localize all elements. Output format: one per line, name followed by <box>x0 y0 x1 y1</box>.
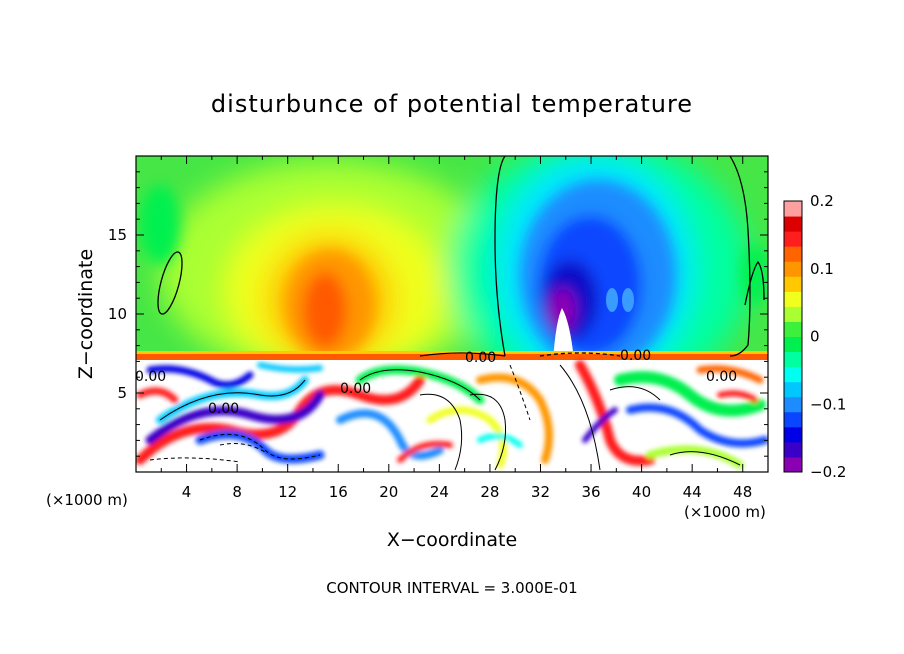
x-tick-label: 12 <box>278 483 297 501</box>
colorbar: 0.2 0.1 0 −0.1 −0.2 <box>783 192 846 481</box>
colorbar-swatch <box>784 396 802 413</box>
x-tick-label: 48 <box>733 483 752 501</box>
x-tick-label: 40 <box>632 483 651 501</box>
colorbar-swatch <box>784 321 802 337</box>
x-tick-label: 24 <box>430 483 449 501</box>
colorbar-swatch <box>784 261 802 277</box>
contour-label: 0.00 <box>620 348 651 364</box>
x-tick-label: 16 <box>329 483 348 501</box>
colorbar-swatch <box>784 411 802 428</box>
upper-layer-field <box>136 156 768 400</box>
x-tick-label: 8 <box>232 483 242 501</box>
x-tick-label: 28 <box>480 483 499 501</box>
y-tick-label: 10 <box>108 305 127 323</box>
plot-area: 0.00 0.00 0.00 0.00 0.00 0.00 <box>135 156 768 472</box>
contour-lines <box>157 156 765 357</box>
colorbar-tick-label: −0.2 <box>810 463 846 481</box>
colorbar-swatch <box>784 306 802 322</box>
lower-layer-field <box>136 360 768 472</box>
contour-interval-note: CONTOUR INTERVAL = 3.000E-01 <box>326 579 577 597</box>
colorbar-swatch <box>784 231 802 247</box>
colorbar-swatch <box>784 246 802 262</box>
y-axis: 5 10 15 <box>108 171 768 457</box>
x-tick-label: 44 <box>683 483 702 501</box>
contour-label: 0.00 <box>465 350 496 366</box>
colorbar-frame <box>783 200 803 473</box>
x-tick-label: 36 <box>581 483 600 501</box>
colorbar-swatch <box>784 351 802 368</box>
colorbar-swatch <box>784 366 802 383</box>
x-unit-right: (×1000 m) <box>684 503 766 521</box>
colorbar-swatch <box>784 456 802 473</box>
x-axis-label: X−coordinate <box>387 529 517 551</box>
colorbar-swatch <box>784 426 802 443</box>
y-axis-label: Z−coordinate <box>75 249 97 379</box>
contour-label: 0.00 <box>706 369 737 385</box>
contour-label: 0.00 <box>340 381 371 397</box>
contour-labels: 0.00 0.00 0.00 0.00 0.00 0.00 <box>135 348 737 417</box>
x-tick-label: 4 <box>182 483 192 501</box>
colorbar-swatch <box>784 201 802 217</box>
x-unit-left: (×1000 m) <box>46 491 128 509</box>
colorbar-tick-label: 0.2 <box>810 192 834 210</box>
colorbar-swatch <box>784 381 802 398</box>
colorbar-swatch <box>784 291 802 307</box>
colorbar-tick-label: 0 <box>810 328 820 346</box>
contour-label: 0.00 <box>135 369 166 385</box>
colorbar-swatch <box>784 276 802 292</box>
colorbar-swatch <box>784 441 802 458</box>
y-tick-label: 5 <box>117 384 127 402</box>
colorbar-tick-label: 0.1 <box>810 260 834 278</box>
colorbar-swatch <box>784 336 802 353</box>
colorbar-tick-label: −0.1 <box>810 395 846 413</box>
x-axis: 4 8 12 16 20 24 28 32 36 40 44 48 <box>160 156 752 501</box>
contour-label: 0.00 <box>208 401 239 417</box>
colorbar-swatch <box>784 216 802 232</box>
x-tick-label: 20 <box>379 483 398 501</box>
x-tick-label: 32 <box>531 483 550 501</box>
y-tick-label: 15 <box>108 226 127 244</box>
interface-band <box>136 354 768 360</box>
chart-title: disturbunce of potential temperature <box>211 90 693 118</box>
